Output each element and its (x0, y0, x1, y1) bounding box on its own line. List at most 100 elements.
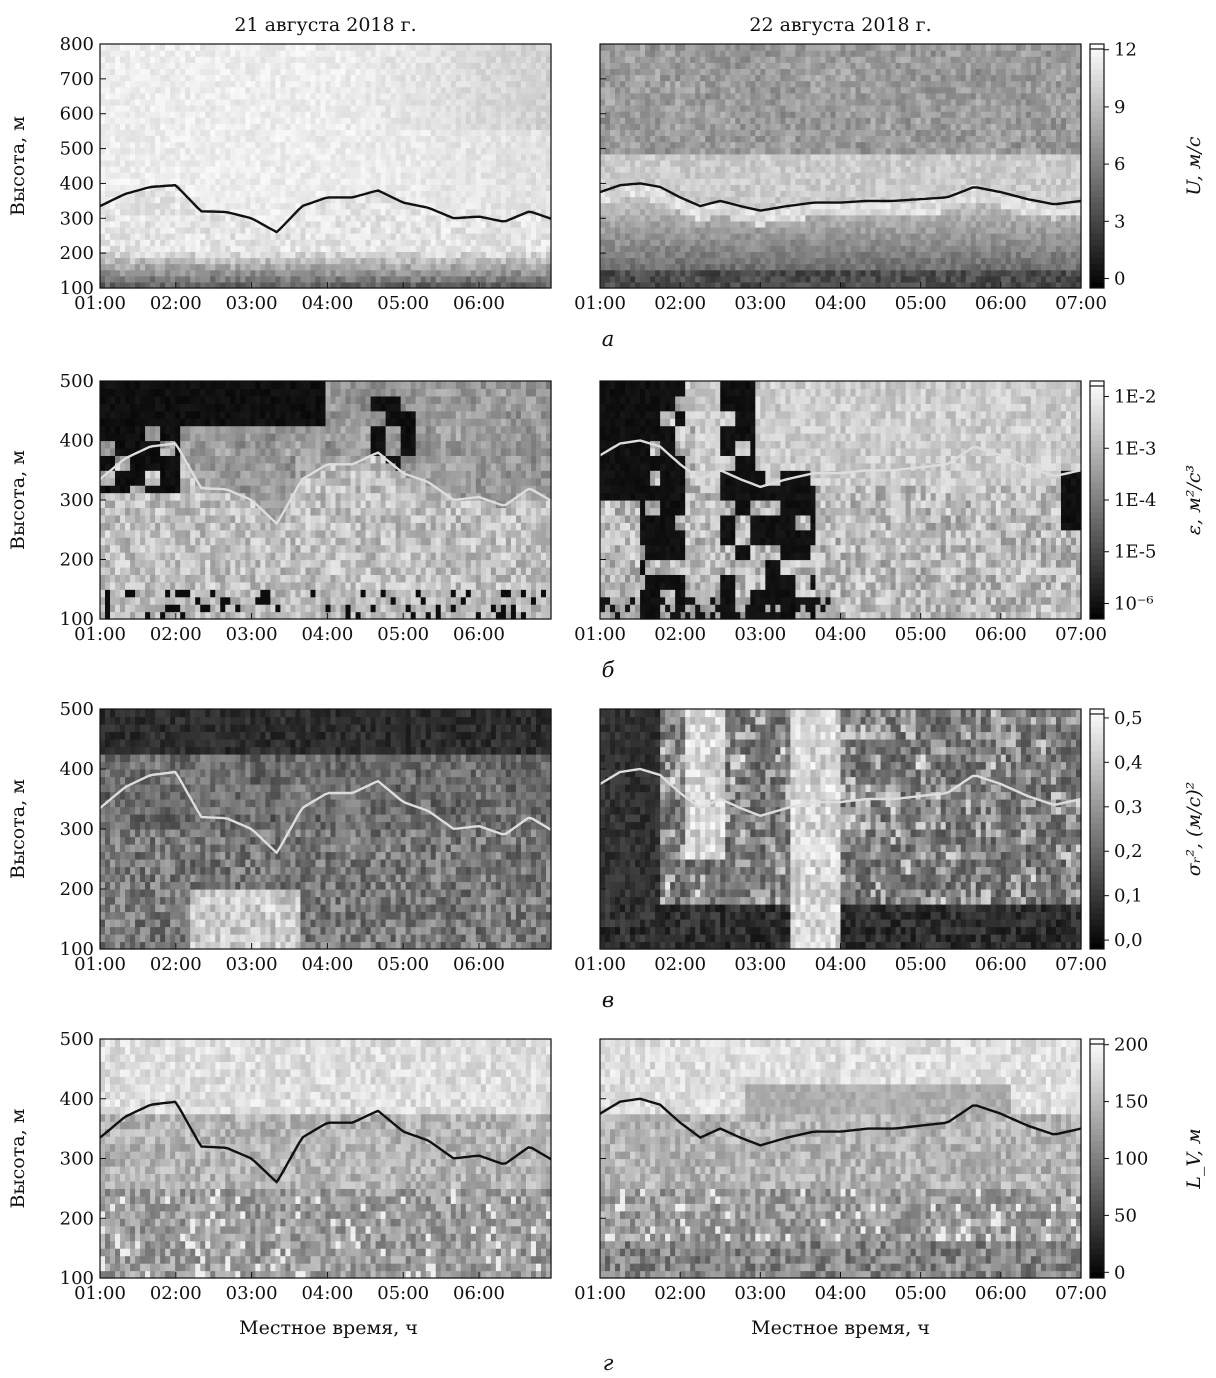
heatmap-cell (450, 56, 457, 63)
heatmap-cell (245, 44, 251, 51)
heatmap-cell (330, 269, 337, 277)
heatmap-cell (650, 123, 656, 130)
heatmap-cell (420, 86, 427, 94)
heatmap-cell (365, 257, 372, 265)
heatmap-cell (745, 251, 751, 259)
heatmap-cell (350, 111, 357, 118)
heatmap-cell (540, 281, 547, 289)
heatmap-cell (220, 129, 226, 137)
heatmap-cell (295, 233, 302, 240)
heatmap-cell (330, 98, 337, 106)
heatmap-cell (545, 178, 552, 185)
heatmap-cell (510, 80, 517, 88)
heatmap-cell (200, 184, 206, 191)
heatmap-cell (735, 141, 741, 149)
heatmap-cell (535, 153, 542, 161)
heatmap-cell (460, 245, 467, 252)
heatmap-cell (245, 98, 251, 106)
heatmap-cell (275, 111, 281, 118)
heatmap-cell (220, 196, 226, 204)
heatmap-cell (335, 92, 342, 100)
heatmap-cell (240, 111, 246, 118)
heatmap-cell (415, 80, 422, 88)
heatmap-cell (305, 251, 312, 259)
heatmap-cell (660, 220, 666, 228)
heatmap-cell (720, 172, 726, 179)
heatmap-cell (715, 227, 721, 234)
heatmap-cell (425, 251, 432, 259)
heatmap-cell (600, 98, 606, 106)
heatmap-cell (460, 190, 467, 198)
heatmap-cell (140, 86, 146, 94)
heatmap-cell (525, 141, 532, 149)
heatmap-cell (360, 208, 367, 216)
heatmap-cell (160, 68, 166, 76)
heatmap-cell (270, 257, 276, 265)
heatmap-cell (675, 208, 681, 216)
heatmap-cell (690, 281, 696, 289)
heatmap-cell (480, 80, 487, 88)
heatmap-cell (285, 135, 292, 143)
heatmap-cell (375, 98, 382, 106)
heatmap-cell (325, 239, 332, 246)
heatmap-cell (600, 178, 606, 185)
heatmap-cell (400, 68, 407, 76)
heatmap-cell (210, 281, 216, 289)
heatmap-cell (425, 281, 432, 289)
heatmap-cell (445, 86, 452, 94)
heatmap-cell (165, 196, 171, 204)
heatmap-cell (300, 141, 307, 149)
heatmap-cell (680, 263, 686, 271)
heatmap-cell (480, 208, 487, 216)
heatmap-cell (475, 80, 482, 88)
heatmap-cell (625, 178, 631, 185)
heatmap-cell (415, 227, 422, 234)
heatmap-cell (670, 141, 676, 149)
heatmap-cell (720, 178, 726, 185)
heatmap-cell (725, 98, 731, 106)
heatmap-cell (625, 50, 631, 57)
heatmap-cell (205, 196, 211, 204)
heatmap-cell (330, 233, 337, 240)
heatmap-cell (530, 56, 537, 63)
heatmap-cell (390, 68, 397, 76)
heatmap-cell (465, 220, 472, 228)
heatmap-cell (270, 275, 276, 283)
heatmap-cell (420, 227, 427, 234)
heatmap-cell (460, 159, 467, 167)
heatmap-cell (330, 50, 337, 57)
heatmap-cell (625, 141, 631, 149)
heatmap-cell (390, 208, 397, 216)
heatmap-cell (305, 111, 312, 118)
heatmap-cell (395, 56, 402, 63)
heatmap-cell (145, 129, 151, 137)
heatmap-cell (110, 257, 116, 265)
heatmap-cell (690, 68, 696, 76)
heatmap-cell (335, 178, 342, 185)
heatmap-cell (495, 202, 502, 210)
heatmap-cell (535, 68, 542, 76)
heatmap-cell (430, 208, 437, 216)
heatmap-cell (195, 141, 201, 149)
heatmap-cell (380, 251, 387, 259)
heatmap-cell (655, 196, 661, 204)
heatmap-cell (340, 275, 347, 283)
heatmap-cell (670, 50, 676, 57)
heatmap-cell (435, 153, 442, 161)
heatmap-cell (360, 220, 367, 228)
heatmap-cell (100, 123, 106, 130)
heatmap-cell (195, 56, 201, 63)
heatmap-cell (440, 202, 447, 210)
heatmap-cell (500, 178, 507, 185)
heatmap-cell (755, 257, 761, 265)
heatmap-cell (320, 190, 327, 198)
heatmap-cell (655, 251, 661, 259)
heatmap-cell (320, 220, 327, 228)
heatmap-cell (240, 44, 246, 51)
heatmap-cell (395, 105, 402, 112)
heatmap-cell (145, 56, 151, 63)
heatmap-cell (290, 68, 297, 76)
heatmap-cell (185, 239, 191, 246)
heatmap-cell (725, 257, 731, 265)
heatmap-cell (140, 178, 146, 185)
